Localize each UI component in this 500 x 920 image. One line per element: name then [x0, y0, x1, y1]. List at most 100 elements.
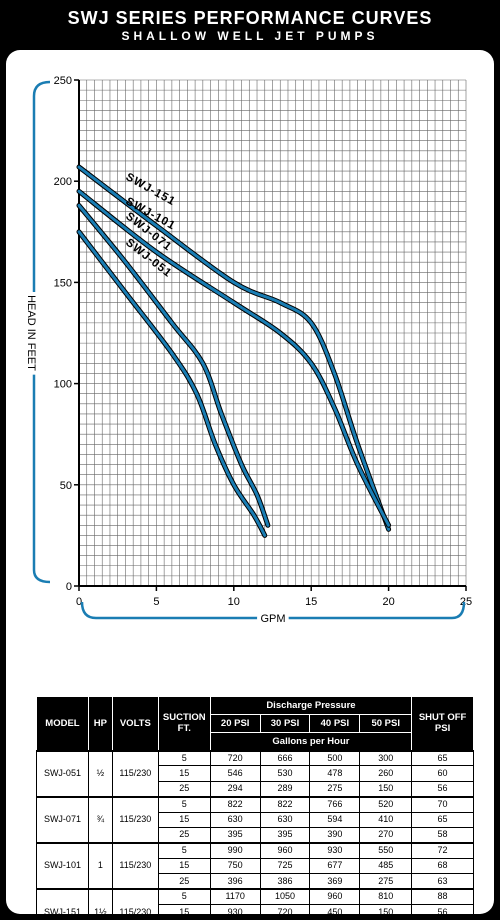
series-line-outline [76, 202, 271, 528]
x-tick-label: 5 [153, 596, 159, 608]
y-tick-label: 250 [54, 75, 72, 87]
table-row: SWJ-051 ½ 115/230 5 720 666 500 300 65 [36, 749, 474, 798]
table-cell: 520 [359, 795, 413, 813]
table-cell: 15 [157, 857, 211, 875]
col-gph: Gallons per Hour [209, 732, 413, 751]
table-cell: 25 [157, 826, 211, 844]
cell-model: SWJ-051 [36, 749, 89, 798]
table-cell: 68 [411, 857, 474, 875]
table-cell: 5 [157, 841, 211, 859]
table-cell: 15 [157, 811, 211, 828]
table-cell: 260 [359, 765, 413, 782]
table-cell: 450 [309, 903, 361, 920]
col-psi-40: 40 PSI [309, 714, 361, 733]
col-psi-20: 20 PSI [209, 714, 261, 733]
table-cell: 25 [157, 780, 211, 798]
table-cell: 396 [209, 873, 261, 890]
table-cell: 750 [209, 857, 261, 875]
table-cell: 72 [411, 841, 474, 859]
content-panel: 0 5 10 15 20 25 0 50 100 150 200 250 HEAD IN FEET GPM… [6, 50, 494, 920]
table-cell: 1050 [259, 887, 311, 905]
table-cell: 275 [309, 780, 361, 798]
table-cell: 5 [157, 749, 211, 767]
x-tick-label: 10 [228, 596, 240, 608]
series-line [77, 230, 267, 537]
x-tick-label: 0 [76, 596, 82, 608]
table-cell: 275 [359, 873, 413, 890]
table-cell: 630 [209, 811, 261, 828]
table-cell: 58 [411, 826, 474, 844]
table-cell: 960 [309, 887, 361, 905]
table-cell: 485 [359, 857, 413, 875]
table-row: SWJ-101 1 115/230 5 990 960 930 550 72 [36, 841, 474, 890]
table-cell: 5 [157, 795, 211, 813]
table-cell: 766 [309, 795, 361, 813]
table-cell: 369 [309, 873, 361, 890]
table-cell: 390 [309, 826, 361, 844]
table-cell: 386 [259, 873, 311, 890]
table-cell: 150 [359, 780, 413, 798]
col-hp: HP [87, 696, 113, 751]
table-row: 25 294 289 275 150 56 [37, 780, 474, 798]
table-cell: 5 [157, 887, 211, 905]
cell-volts: 115/230 [111, 841, 159, 890]
col-psi-50: 50 PSI [359, 714, 413, 733]
table-cell: 478 [309, 765, 361, 782]
table-row: 15 546 530 478 260 60 [37, 765, 474, 782]
table-cell: 70 [411, 795, 474, 813]
x-tick-label: 20 [382, 596, 394, 608]
cell-hp: ¾ [87, 795, 113, 844]
table-row: SWJ-151 1½ 115/230 5 1170 1050 960 810 88 [36, 887, 474, 920]
table-cell: 65 [411, 811, 474, 828]
table-cell: 530 [259, 765, 311, 782]
table-row: 25 395 395 390 270 58 [37, 826, 474, 844]
table-cell: 410 [359, 811, 413, 828]
series-line [77, 165, 391, 531]
col-discharge: Discharge Pressure [209, 696, 413, 715]
table-cell: 63 [411, 873, 474, 890]
cell-hp: 1 [87, 841, 113, 890]
page-subtitle: SHALLOW WELL JET PUMPS [121, 29, 379, 43]
table-cell: 930 [309, 841, 361, 859]
table-cell: 395 [209, 826, 261, 844]
table-cell: 725 [259, 857, 311, 875]
table-cell: 88 [411, 887, 474, 905]
table-row: 15 630 630 594 410 65 [37, 811, 474, 828]
x-axis-bracket [80, 601, 466, 620]
y-tick-label: 0 [66, 581, 72, 593]
series-line [77, 189, 391, 527]
table-cell: 270 [359, 826, 413, 844]
table-cell: 15 [157, 765, 211, 782]
table-cell: 720 [259, 903, 311, 920]
table-cell: 300 [359, 749, 413, 767]
table-cell: 594 [309, 811, 361, 828]
table-cell: 294 [209, 780, 261, 798]
table-cell: 60 [411, 765, 474, 782]
table-cell: 25 [157, 873, 211, 890]
table-cell: 930 [209, 903, 261, 920]
y-axis-bracket [32, 80, 51, 584]
col-suction: SUCTION FT. [157, 696, 211, 751]
col-model: MODEL [36, 696, 89, 751]
spec-table-body: SWJ-051 ½ 115/230 5 720 666 500 300 65 15 546 530 47… [36, 749, 474, 920]
cell-volts: 115/230 [111, 795, 159, 844]
table-cell: 150 [359, 903, 413, 920]
cell-volts: 115/230 [111, 749, 159, 798]
table-cell: 56 [411, 780, 474, 798]
x-axis-label: GPM [260, 613, 285, 625]
page-title: SWJ SERIES PERFORMANCE CURVES [67, 8, 433, 28]
y-tick-label: 150 [54, 277, 72, 289]
x-tick-label: 25 [460, 596, 472, 608]
table-cell: 720 [209, 749, 261, 767]
col-psi-30: 30 PSI [259, 714, 311, 733]
table-cell: 822 [209, 795, 261, 813]
spec-table: MODEL HP VOLTS SUCTION FT. Discharge Pre… [36, 696, 474, 920]
table-cell: 677 [309, 857, 361, 875]
table-cell: 666 [259, 749, 311, 767]
table-cell: 289 [259, 780, 311, 798]
table-cell: 550 [359, 841, 413, 859]
table-cell: 395 [259, 826, 311, 844]
table-cell: 1170 [209, 887, 261, 905]
cell-model: SWJ-101 [36, 841, 89, 890]
